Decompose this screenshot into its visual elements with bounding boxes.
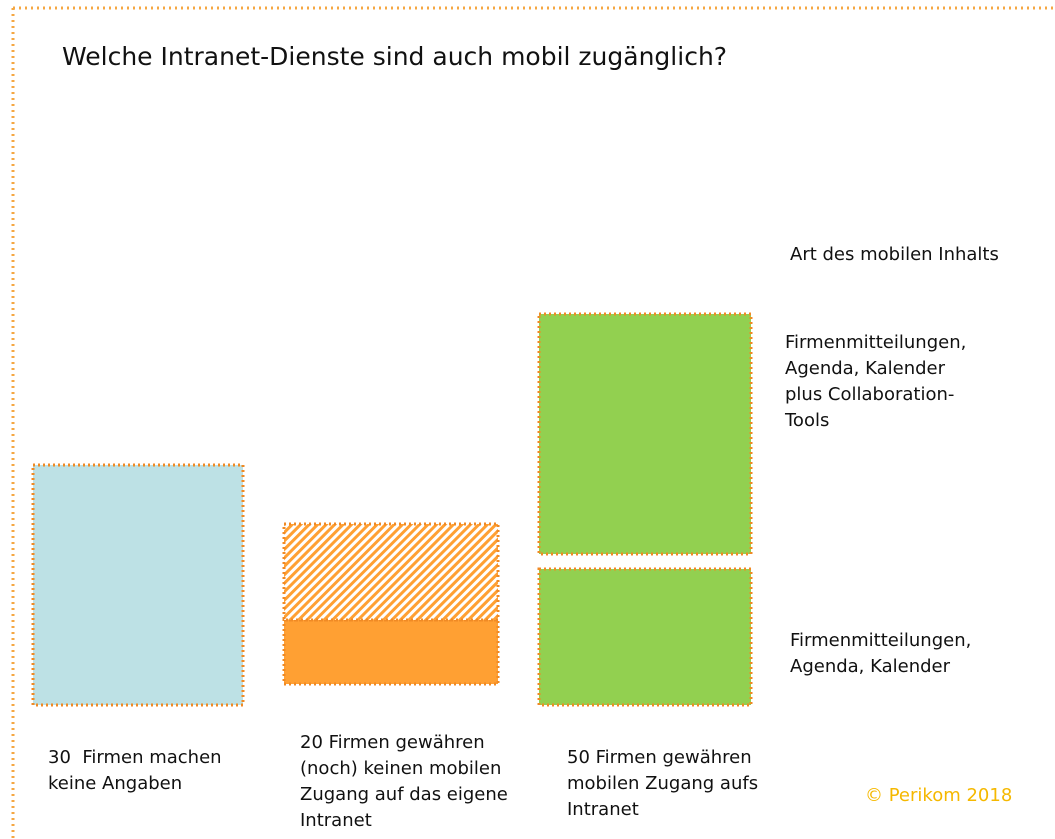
bar-label: 30 Firmen machen <box>48 747 222 768</box>
bar-label: (noch) keinen mobilen <box>300 758 502 779</box>
credit: © Perikom 2018 <box>865 785 1013 806</box>
bar-label: Zugang auf das eigene <box>300 784 508 805</box>
bar-label: mobilen Zugang aufs <box>567 773 759 794</box>
bar-segment <box>282 522 500 622</box>
bar-segment <box>537 567 753 707</box>
legend-title: Art des mobilen Inhalts <box>790 244 999 265</box>
segment-label: plus Collaboration- <box>785 384 955 405</box>
bar-label: Intranet <box>567 799 639 820</box>
chart-title: Welche Intranet-Dienste sind auch mobil … <box>62 42 728 71</box>
bar-label: 20 Firmen gewähren <box>300 732 485 753</box>
segment-label: Firmenmitteilungen, <box>790 630 972 651</box>
bar-label: Intranet <box>300 810 372 831</box>
segment-label: Agenda, Kalender <box>785 358 946 379</box>
bar-label: 50 Firmen gewähren <box>567 747 752 768</box>
bar-segment <box>282 618 500 686</box>
bar-segment <box>31 463 245 707</box>
segment-label: Agenda, Kalender <box>790 656 951 677</box>
bar-segment <box>537 312 753 556</box>
segment-label: Firmenmitteilungen, <box>785 332 967 353</box>
segment-label: Tools <box>785 410 830 431</box>
bar-label: keine Angaben <box>48 773 183 794</box>
